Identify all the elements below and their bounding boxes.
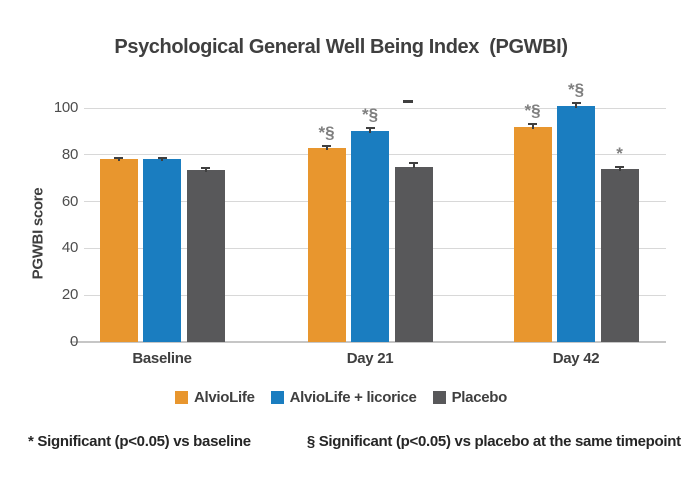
x-tick-label-day-42: Day 42 xyxy=(552,350,600,367)
significance-marker: * xyxy=(616,143,623,163)
legend: AlvioLife AlvioLife + licorice Placebo xyxy=(0,389,682,406)
bar-alviolife-day-21 xyxy=(307,147,346,342)
legend-label: Placebo xyxy=(451,389,508,406)
error-bar-whisker xyxy=(575,102,577,108)
error-bar-whisker xyxy=(117,158,120,162)
error-bar-cap xyxy=(409,162,418,165)
legend-swatch xyxy=(174,391,188,404)
bar-alviolife-licorice-day-42 xyxy=(557,105,595,342)
dash-mark xyxy=(402,99,413,103)
legend-label: AlvioLife xyxy=(193,389,255,406)
error-bar-cap xyxy=(201,167,210,170)
error-bar-cap xyxy=(615,165,624,168)
legend-item-alviolife-licorice: AlvioLife + licorice xyxy=(270,389,417,406)
error-bar-cap xyxy=(365,126,375,129)
y-tick-label: 20 xyxy=(61,286,78,304)
error-bar-cap xyxy=(157,157,167,160)
chart-title: Psychological General Well Being Index (… xyxy=(114,36,568,58)
footnote-asterisk: * Significant (p<0.05) vs baseline xyxy=(28,433,251,450)
bar-alviolife-baseline xyxy=(99,159,138,342)
error-bar-whisker xyxy=(325,146,328,150)
bar-placebo-day-42 xyxy=(600,168,639,342)
bar-alviolife-day-42 xyxy=(513,126,552,342)
footnotes: * Significant (p<0.05) vs baseline § Sig… xyxy=(28,433,681,450)
gridline xyxy=(84,107,666,109)
significance-marker: *§ xyxy=(567,79,585,99)
x-tick-label-day-21: Day 21 xyxy=(346,350,394,367)
x-tick-label-baseline: Baseline xyxy=(132,350,192,367)
legend-swatch xyxy=(270,391,284,404)
error-bar-whisker xyxy=(204,168,207,172)
y-tick-label: 60 xyxy=(61,192,78,210)
bar-alviolife-licorice-day-21 xyxy=(351,131,389,342)
error-bar-whisker xyxy=(161,158,163,162)
legend-item-alviolife: AlvioLife xyxy=(174,389,255,406)
y-tick-label: 40 xyxy=(61,239,78,257)
y-tick-label: 100 xyxy=(53,99,78,116)
legend-label: AlvioLife + licorice xyxy=(289,389,417,406)
y-tick-label: 0 xyxy=(69,333,78,350)
error-bar-cap xyxy=(571,101,581,104)
legend-swatch xyxy=(432,391,446,404)
legend-item-placebo: Placebo xyxy=(432,389,508,406)
significance-marker: *§ xyxy=(318,123,335,143)
error-bar-whisker xyxy=(412,163,415,169)
x-axis-line xyxy=(70,341,666,343)
error-bar-cap xyxy=(114,157,123,160)
error-bar-whisker xyxy=(531,123,534,129)
y-axis-title: PGWBI score xyxy=(29,187,47,280)
bar-alviolife-licorice-baseline xyxy=(143,159,181,342)
error-bar-cap xyxy=(322,145,331,148)
error-bar-whisker xyxy=(369,127,371,134)
bar-placebo-baseline xyxy=(186,170,225,342)
significance-marker: *§ xyxy=(524,100,541,120)
significance-marker: *§ xyxy=(361,104,379,124)
bar-placebo-day-21 xyxy=(394,166,433,342)
error-bar-whisker xyxy=(618,166,621,171)
y-tick-label: 80 xyxy=(61,145,78,163)
error-bar-cap xyxy=(528,122,537,125)
footnote-section: § Significant (p<0.05) vs placebo at the… xyxy=(306,433,681,450)
